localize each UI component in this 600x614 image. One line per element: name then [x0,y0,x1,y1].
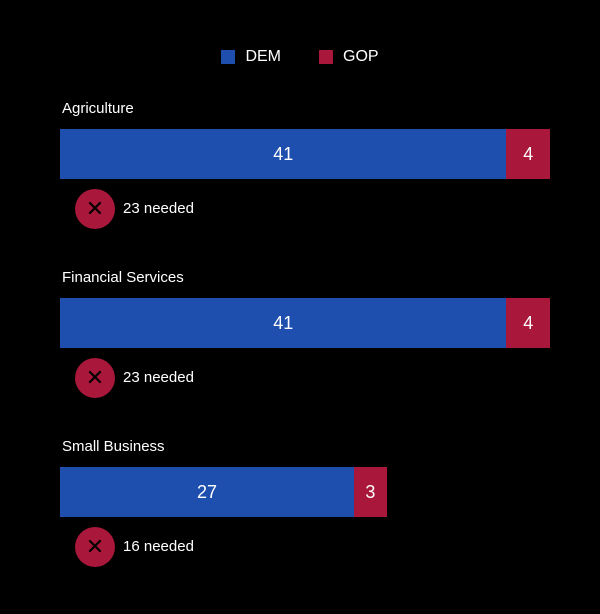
stacked-bar-chart: Agriculture 41 4 ✕ 23 needed Financial S… [60,100,550,607]
threshold-label: 23 needed [123,200,194,217]
close-icon: ✕ [86,367,104,389]
legend-item-dem: DEM [221,48,281,66]
bar-segment-gop: 3 [354,467,387,517]
bar-segment-dem: 41 [60,298,506,348]
bar-track: 41 4 ✕ 23 needed [60,129,550,179]
category-label: Small Business [60,438,550,455]
threshold-marker: ✕ [75,358,115,398]
category-label: Agriculture [60,100,550,117]
threshold-label: 16 needed [123,538,194,555]
legend-item-gop: GOP [319,48,379,66]
chart-row: Financial Services 41 4 ✕ 23 needed [60,269,550,404]
chart-row: Small Business 27 3 ✕ 16 needed [60,438,550,573]
legend-swatch-gop [319,50,333,64]
bar-track: 41 4 ✕ 23 needed [60,298,550,348]
close-icon: ✕ [86,198,104,220]
bar-segment-dem: 41 [60,129,506,179]
bar-segment-gop: 4 [506,298,550,348]
threshold-marker: ✕ [75,527,115,567]
bar-segment-dem: 27 [60,467,354,517]
threshold-label: 23 needed [123,369,194,386]
legend: DEM GOP [0,48,600,66]
legend-swatch-dem [221,50,235,64]
bar-track: 27 3 ✕ 16 needed [60,467,550,517]
legend-label-gop: GOP [343,48,379,66]
bar-segment-gop: 4 [506,129,550,179]
chart-row: Agriculture 41 4 ✕ 23 needed [60,100,550,235]
close-icon: ✕ [86,536,104,558]
legend-label-dem: DEM [245,48,281,66]
threshold-marker: ✕ [75,189,115,229]
category-label: Financial Services [60,269,550,286]
